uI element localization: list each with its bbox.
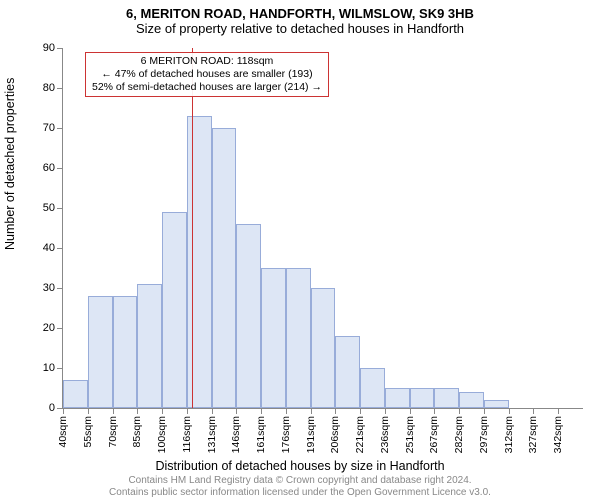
histogram-bar — [311, 288, 336, 408]
xtick — [187, 408, 188, 414]
xtick — [311, 408, 312, 414]
footer-line1: Contains HM Land Registry data © Crown c… — [128, 475, 471, 486]
xtick — [360, 408, 361, 414]
histogram-bar — [212, 128, 237, 408]
xtick-label: 327sqm — [527, 416, 539, 453]
ytick-label: 90 — [43, 42, 55, 54]
xtick-label: 267sqm — [428, 416, 440, 453]
xtick-label: 342sqm — [552, 416, 564, 453]
xtick-label: 161sqm — [255, 416, 267, 453]
ytick-label: 20 — [43, 322, 55, 334]
xtick — [385, 408, 386, 414]
xtick-label: 206sqm — [329, 416, 341, 453]
ytick — [57, 208, 63, 209]
annotation-line1: 6 MERITON ROAD: 118sqm — [141, 55, 274, 67]
xtick — [88, 408, 89, 414]
histogram-bar — [434, 388, 459, 408]
xtick-label: 131sqm — [206, 416, 218, 453]
ytick — [57, 248, 63, 249]
xtick — [261, 408, 262, 414]
ytick — [57, 288, 63, 289]
xtick — [137, 408, 138, 414]
annotation-line2: ← 47% of detached houses are smaller (19… — [101, 68, 312, 80]
ytick — [57, 48, 63, 49]
xtick-label: 221sqm — [354, 416, 366, 453]
ytick-label: 30 — [43, 282, 55, 294]
xtick — [459, 408, 460, 414]
histogram-bar — [286, 268, 311, 408]
xtick — [162, 408, 163, 414]
xtick — [410, 408, 411, 414]
xtick — [335, 408, 336, 414]
xtick — [236, 408, 237, 414]
histogram-bar — [137, 284, 162, 408]
xtick-label: 251sqm — [404, 416, 416, 453]
page-title: 6, MERITON ROAD, HANDFORTH, WILMSLOW, SK… — [0, 0, 600, 21]
xtick — [212, 408, 213, 414]
ytick — [57, 128, 63, 129]
xtick-label: 146sqm — [230, 416, 242, 453]
histogram-bar — [88, 296, 113, 408]
ytick-label: 10 — [43, 362, 55, 374]
annotation-box: 6 MERITON ROAD: 118sqm ← 47% of detached… — [85, 52, 329, 97]
xtick-label: 176sqm — [280, 416, 292, 453]
xtick — [484, 408, 485, 414]
ytick-label: 0 — [49, 402, 55, 414]
histogram-bar — [236, 224, 261, 408]
histogram-bar — [385, 388, 410, 408]
xtick-label: 116sqm — [181, 416, 193, 453]
chart-area: 0102030405060708090 40sqm55sqm70sqm85sqm… — [62, 48, 583, 409]
histogram-bar — [410, 388, 435, 408]
xtick — [113, 408, 114, 414]
xtick-label: 236sqm — [379, 416, 391, 453]
ytick — [57, 328, 63, 329]
histogram-bar — [335, 336, 360, 408]
footer: Contains HM Land Registry data © Crown c… — [0, 475, 600, 498]
reference-line — [192, 48, 194, 408]
xtick — [63, 408, 64, 414]
ytick — [57, 168, 63, 169]
x-axis-label: Distribution of detached houses by size … — [0, 459, 600, 473]
histogram-bar — [484, 400, 509, 408]
histogram-bar — [63, 380, 88, 408]
ytick-label: 60 — [43, 162, 55, 174]
histogram-bar — [187, 116, 212, 408]
xtick — [434, 408, 435, 414]
histogram-bar — [459, 392, 484, 408]
ytick — [57, 88, 63, 89]
histogram-bar — [360, 368, 385, 408]
xtick-label: 85sqm — [131, 416, 143, 448]
annotation-line3: 52% of semi-detached houses are larger (… — [92, 81, 322, 93]
ytick — [57, 368, 63, 369]
xtick-label: 40sqm — [57, 416, 69, 448]
xtick — [533, 408, 534, 414]
histogram-bar — [162, 212, 187, 408]
histogram-bar — [261, 268, 286, 408]
xtick — [286, 408, 287, 414]
footer-line2: Contains public sector information licen… — [109, 487, 491, 498]
xtick-label: 70sqm — [107, 416, 119, 448]
ytick-label: 80 — [43, 82, 55, 94]
xtick-label: 100sqm — [156, 416, 168, 453]
xtick — [558, 408, 559, 414]
xtick — [509, 408, 510, 414]
xtick-label: 297sqm — [478, 416, 490, 453]
bars-group — [63, 48, 583, 408]
xtick-label: 312sqm — [503, 416, 515, 453]
xtick-label: 282sqm — [453, 416, 465, 453]
ytick-label: 70 — [43, 122, 55, 134]
ytick-label: 40 — [43, 242, 55, 254]
ytick-label: 50 — [43, 202, 55, 214]
xtick-label: 55sqm — [82, 416, 94, 448]
page-subtitle: Size of property relative to detached ho… — [0, 21, 600, 40]
histogram-bar — [113, 296, 138, 408]
xtick-label: 191sqm — [305, 416, 317, 453]
chart-container: 6, MERITON ROAD, HANDFORTH, WILMSLOW, SK… — [0, 0, 600, 500]
y-axis-label: Number of detached properties — [3, 78, 17, 250]
